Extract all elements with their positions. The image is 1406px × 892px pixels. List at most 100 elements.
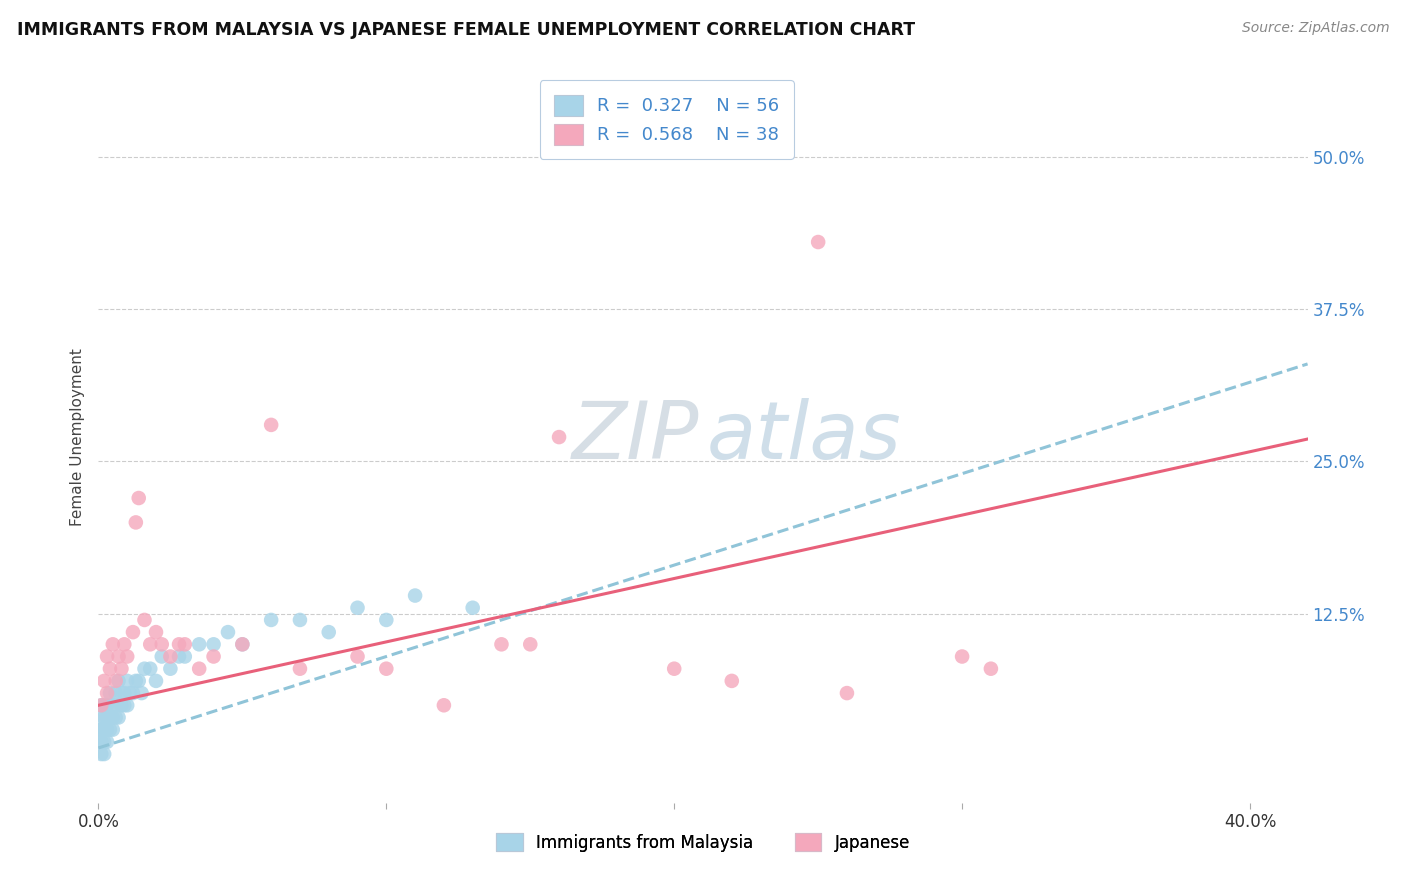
Point — [159, 662, 181, 676]
Point — [125, 516, 148, 530]
Point — [101, 637, 124, 651]
Point — [110, 698, 132, 713]
Point — [491, 637, 513, 651]
Point — [98, 662, 121, 676]
Point — [107, 710, 129, 724]
Point — [433, 698, 456, 713]
Point — [96, 686, 118, 700]
Point — [202, 649, 225, 664]
Point — [90, 735, 112, 749]
Point — [202, 637, 225, 651]
Point — [375, 662, 398, 676]
Point — [128, 673, 150, 688]
Point — [318, 625, 340, 640]
Point — [664, 662, 686, 676]
Point — [112, 686, 135, 700]
Legend: Immigrants from Malaysia, Japanese: Immigrants from Malaysia, Japanese — [488, 825, 918, 860]
Point — [125, 673, 148, 688]
Text: Source: ZipAtlas.com: Source: ZipAtlas.com — [1241, 21, 1389, 35]
Point — [173, 649, 195, 664]
Point — [128, 491, 150, 505]
Point — [134, 613, 156, 627]
Point — [150, 637, 173, 651]
Point — [104, 673, 127, 688]
Point — [519, 637, 541, 651]
Point — [720, 673, 742, 688]
Point — [90, 747, 112, 761]
Point — [288, 662, 311, 676]
Point — [115, 673, 138, 688]
Point — [90, 723, 112, 737]
Point — [131, 686, 153, 700]
Point — [90, 735, 112, 749]
Point — [139, 662, 162, 676]
Point — [107, 649, 129, 664]
Text: ZIP: ZIP — [572, 398, 699, 476]
Point — [288, 613, 311, 627]
Point — [93, 698, 115, 713]
Point — [404, 589, 426, 603]
Point — [98, 710, 121, 724]
Point — [101, 710, 124, 724]
Point — [104, 698, 127, 713]
Point — [150, 649, 173, 664]
Point — [96, 649, 118, 664]
Point — [96, 735, 118, 749]
Point — [260, 417, 283, 432]
Point — [167, 637, 190, 651]
Point — [375, 613, 398, 627]
Point — [90, 698, 112, 713]
Point — [96, 723, 118, 737]
Point — [115, 649, 138, 664]
Point — [112, 637, 135, 651]
Point — [167, 649, 190, 664]
Point — [835, 686, 858, 700]
Point — [260, 613, 283, 627]
Point — [93, 747, 115, 761]
Point — [122, 686, 145, 700]
Point — [101, 723, 124, 737]
Point — [93, 710, 115, 724]
Point — [159, 649, 181, 664]
Point — [548, 430, 571, 444]
Point — [90, 698, 112, 713]
Point — [112, 698, 135, 713]
Point — [173, 637, 195, 651]
Point — [145, 625, 167, 640]
Point — [107, 673, 129, 688]
Point — [807, 235, 830, 249]
Point — [96, 698, 118, 713]
Point — [980, 662, 1002, 676]
Point — [346, 600, 368, 615]
Point — [122, 625, 145, 640]
Point — [115, 698, 138, 713]
Point — [93, 673, 115, 688]
Point — [93, 723, 115, 737]
Point — [188, 637, 211, 651]
Text: IMMIGRANTS FROM MALAYSIA VS JAPANESE FEMALE UNEMPLOYMENT CORRELATION CHART: IMMIGRANTS FROM MALAYSIA VS JAPANESE FEM… — [17, 21, 915, 38]
Point — [120, 686, 142, 700]
Point — [110, 686, 132, 700]
Point — [217, 625, 239, 640]
Point — [98, 686, 121, 700]
Point — [231, 637, 253, 651]
Point — [90, 723, 112, 737]
Point — [188, 662, 211, 676]
Point — [950, 649, 973, 664]
Y-axis label: Female Unemployment: Female Unemployment — [69, 348, 84, 526]
Point — [93, 735, 115, 749]
Point — [139, 637, 162, 651]
Point — [104, 686, 127, 700]
Point — [90, 710, 112, 724]
Point — [134, 662, 156, 676]
Point — [461, 600, 484, 615]
Text: atlas: atlas — [707, 398, 901, 476]
Point — [145, 673, 167, 688]
Point — [346, 649, 368, 664]
Point — [231, 637, 253, 651]
Point — [104, 710, 127, 724]
Point — [110, 662, 132, 676]
Point — [96, 710, 118, 724]
Point — [98, 723, 121, 737]
Point — [101, 698, 124, 713]
